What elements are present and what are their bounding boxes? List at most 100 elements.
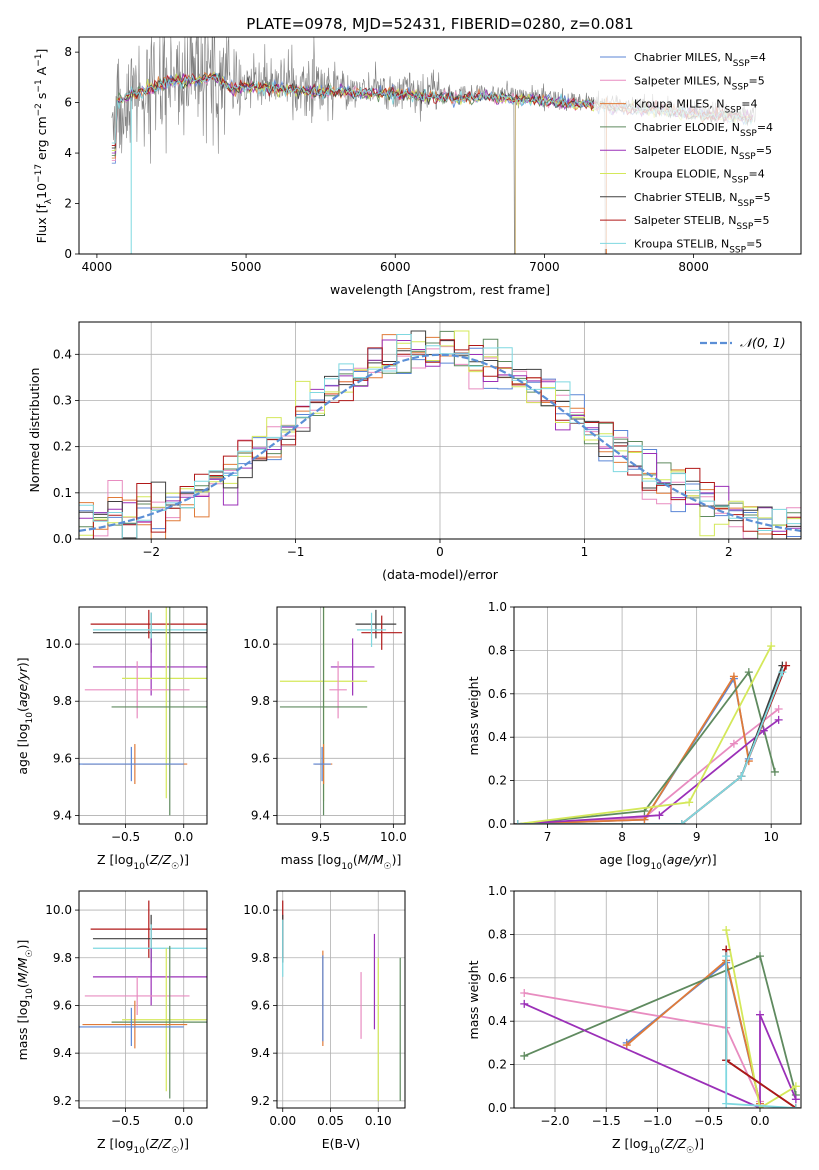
x-tick-label: 6000 bbox=[380, 260, 411, 274]
y-tick-label: 0.4 bbox=[53, 347, 72, 361]
x-tick-label: 8000 bbox=[678, 260, 709, 274]
age_vs_mass-axes: 9.5 10.0 9.4 9.6 9.8 10.0 bbox=[243, 561, 406, 844]
axes-frame bbox=[514, 607, 801, 824]
y-tick-label: 9.8 bbox=[251, 951, 270, 965]
y-tick-label: 0.0 bbox=[488, 1101, 507, 1115]
y-tick-label: 0.2 bbox=[53, 440, 72, 454]
data-point-marker bbox=[756, 1011, 764, 1019]
legend-entry: 𝒩(0, 1) bbox=[740, 335, 786, 350]
y-tick-label: 9.6 bbox=[53, 998, 72, 1012]
data-point-marker bbox=[520, 989, 528, 997]
x-axis-label: Z [log10(Z/Z☉)] bbox=[97, 852, 189, 872]
x-tick-label: −2 bbox=[142, 545, 160, 559]
x-tick-label: 0.0 bbox=[750, 1114, 769, 1128]
mass_vs_ebv-plot-area bbox=[283, 901, 400, 1101]
mass_weight_vs_age-axes: 7 8 9 10 0.0 0.2 0.4 0.6 0.8 1.0 bbox=[488, 600, 801, 844]
x-tick-label: −0.5 bbox=[111, 830, 140, 844]
y-tick-label: 9.6 bbox=[53, 751, 72, 765]
y-tick-label: 9.8 bbox=[251, 694, 270, 708]
y-tick-label: 8 bbox=[64, 45, 72, 59]
series-line-6 bbox=[518, 646, 772, 824]
y-tick-label: 4 bbox=[64, 146, 72, 160]
axes-frame bbox=[277, 607, 405, 824]
y-tick-label: 0.8 bbox=[488, 927, 507, 941]
x-tick-label: 1 bbox=[581, 545, 589, 559]
x-tick-label: 7 bbox=[544, 830, 552, 844]
y-tick-label: 1.0 bbox=[488, 600, 507, 614]
chart-title: PLATE=0978, MJD=52431, FIBERID=0280, z=0… bbox=[246, 15, 633, 33]
x-tick-label: 7000 bbox=[529, 260, 560, 274]
x-axis-label: mass [log10(M/M☉)] bbox=[281, 852, 402, 872]
axes-frame bbox=[79, 607, 207, 824]
series-line-4 bbox=[524, 956, 796, 1095]
data-point-marker bbox=[722, 1100, 730, 1108]
figure: 4000 5000 6000 7000 800002468PLATE=0978, MJD… bbox=[0, 0, 819, 1170]
residuals-axes: −2 −1 0 1 2 0.0 0.1 0.2 0.3 0.4 bbox=[53, 322, 801, 559]
data-point-marker bbox=[767, 642, 775, 650]
mass_vs_Z-plot-area bbox=[79, 901, 228, 1099]
legend: 𝒩(0, 1) bbox=[700, 335, 786, 350]
data-point-marker bbox=[722, 926, 730, 934]
y-tick-label: 2 bbox=[64, 197, 72, 211]
axes-frame bbox=[277, 891, 405, 1108]
legend: Chabrier MILES, NSSP=4 Salpeter MILES, NS… bbox=[594, 44, 796, 255]
data-point-marker bbox=[792, 1095, 800, 1103]
x-axis-label: Z [log10(Z/Z☉)] bbox=[97, 1136, 189, 1156]
x-axis-label: wavelength [Angstrom, rest frame] bbox=[330, 282, 550, 297]
y-tick-label: 9.6 bbox=[251, 751, 270, 765]
x-tick-label: 2 bbox=[725, 545, 733, 559]
mass_vs_ebv-axes: 0.00 0.05 0.109.29.49.69.810.0 bbox=[243, 891, 405, 1128]
y-tick-label: 9.6 bbox=[251, 998, 270, 1012]
y-axis-label: Flux [fλ10−17 erg cm−2 s−1 A−1] bbox=[34, 49, 54, 244]
series-line-1 bbox=[518, 679, 749, 824]
x-tick-label: 8 bbox=[618, 830, 626, 844]
y-tick-label: 9.2 bbox=[251, 1094, 270, 1108]
x-tick-label: 0.0 bbox=[174, 830, 193, 844]
mass_weight_vs_Z-plot-area bbox=[520, 926, 800, 1112]
series-line-3 bbox=[518, 676, 749, 824]
y-tick-label: 0.6 bbox=[488, 687, 507, 701]
y-tick-label: 9.4 bbox=[53, 808, 72, 822]
x-axis-label: (data-model)/error bbox=[382, 567, 499, 582]
x-tick-label: −1.5 bbox=[592, 1114, 621, 1128]
data-point-marker bbox=[771, 768, 779, 776]
x-tick-label: 0.10 bbox=[365, 1114, 392, 1128]
y-tick-label: 0 bbox=[64, 247, 72, 261]
x-tick-label: −1.0 bbox=[643, 1114, 672, 1128]
y-axis-label: mass [log10(M/M☉)] bbox=[15, 940, 35, 1061]
age_vs_Z-plot-area bbox=[79, 558, 228, 815]
age_vs_mass-plot-area bbox=[280, 561, 402, 815]
y-tick-label: 0.3 bbox=[53, 393, 72, 407]
y-tick-label: 9.4 bbox=[251, 1046, 270, 1060]
y-axis-label: mass weight bbox=[466, 676, 481, 755]
y-tick-label: 6 bbox=[64, 96, 72, 110]
x-tick-label: −2.0 bbox=[540, 1114, 569, 1128]
x-tick-label: 0.0 bbox=[174, 1114, 193, 1128]
y-tick-label: 1.0 bbox=[488, 884, 507, 898]
x-tick-label: 9 bbox=[693, 830, 701, 844]
data-point-marker bbox=[722, 952, 730, 960]
x-tick-label: 10.0 bbox=[380, 830, 407, 844]
y-tick-label: 0.4 bbox=[488, 730, 507, 744]
y-tick-label: 9.8 bbox=[53, 951, 72, 965]
x-axis-label: E(B-V) bbox=[322, 1136, 361, 1151]
x-tick-label: −0.5 bbox=[111, 1114, 140, 1128]
mass_vs_Z-axes: −0.5 0.0 9.2 9.4 9.6 9.8 10.0 bbox=[45, 891, 228, 1128]
x-tick-label: 10 bbox=[764, 830, 779, 844]
y-tick-label: 10.0 bbox=[45, 903, 72, 917]
y-tick-label: 0.1 bbox=[53, 486, 72, 500]
y-axis-label: age [log10(age/yr)] bbox=[15, 657, 35, 774]
x-tick-label: −1 bbox=[287, 545, 305, 559]
x-tick-label: 0.05 bbox=[317, 1114, 344, 1128]
y-tick-label: 0.8 bbox=[488, 643, 507, 657]
x-tick-label: −0.5 bbox=[694, 1114, 723, 1128]
data-point-marker bbox=[685, 798, 693, 806]
series-line-2 bbox=[524, 993, 760, 1102]
series-line-8 bbox=[726, 950, 796, 1108]
y-tick-label: 9.4 bbox=[251, 808, 270, 822]
data-point-marker bbox=[756, 952, 764, 960]
y-axis-label: mass weight bbox=[466, 960, 481, 1039]
y-tick-label: 9.4 bbox=[53, 1046, 72, 1060]
data-point-marker bbox=[520, 1000, 528, 1008]
y-tick-label: 0.2 bbox=[488, 1058, 507, 1072]
